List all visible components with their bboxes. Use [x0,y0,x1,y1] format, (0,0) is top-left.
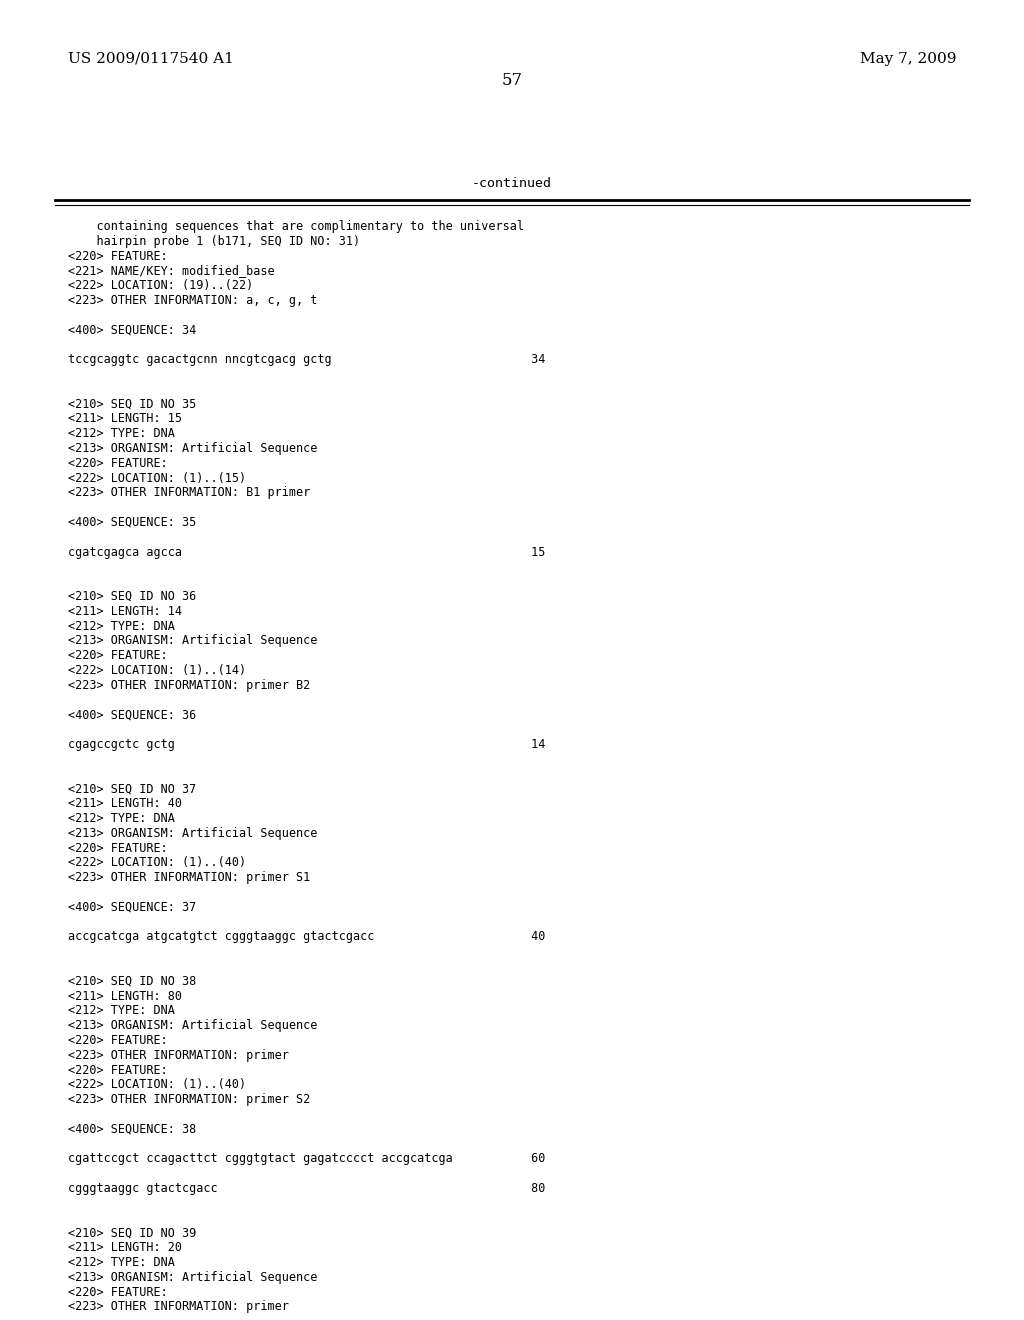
Text: <213> ORGANISM: Artificial Sequence: <213> ORGANISM: Artificial Sequence [68,1271,317,1284]
Text: May 7, 2009: May 7, 2009 [859,51,956,66]
Text: <222> LOCATION: (1)..(14): <222> LOCATION: (1)..(14) [68,664,246,677]
Text: <220> FEATURE:: <220> FEATURE: [68,1286,168,1299]
Text: <220> FEATURE:: <220> FEATURE: [68,249,168,263]
Text: <213> ORGANISM: Artificial Sequence: <213> ORGANISM: Artificial Sequence [68,826,317,840]
Text: <213> ORGANISM: Artificial Sequence: <213> ORGANISM: Artificial Sequence [68,635,317,647]
Text: <212> TYPE: DNA: <212> TYPE: DNA [68,619,175,632]
Text: <220> FEATURE:: <220> FEATURE: [68,649,168,663]
Text: hairpin probe 1 (b171, SEQ ID NO: 31): hairpin probe 1 (b171, SEQ ID NO: 31) [68,235,360,248]
Text: <223> OTHER INFORMATION: primer: <223> OTHER INFORMATION: primer [68,1300,289,1313]
Text: <211> LENGTH: 15: <211> LENGTH: 15 [68,412,182,425]
Text: <211> LENGTH: 80: <211> LENGTH: 80 [68,990,182,1003]
Text: <400> SEQUENCE: 35: <400> SEQUENCE: 35 [68,516,197,529]
Text: <210> SEQ ID NO 37: <210> SEQ ID NO 37 [68,783,197,796]
Text: <400> SEQUENCE: 37: <400> SEQUENCE: 37 [68,900,197,913]
Text: <221> NAME/KEY: modified_base: <221> NAME/KEY: modified_base [68,264,274,277]
Text: <223> OTHER INFORMATION: a, c, g, t: <223> OTHER INFORMATION: a, c, g, t [68,294,317,308]
Text: 57: 57 [502,73,522,88]
Text: <223> OTHER INFORMATION: primer: <223> OTHER INFORMATION: primer [68,1049,289,1061]
Text: <212> TYPE: DNA: <212> TYPE: DNA [68,428,175,440]
Text: <222> LOCATION: (1)..(40): <222> LOCATION: (1)..(40) [68,1078,246,1092]
Text: accgcatcga atgcatgtct cgggtaaggc gtactcgacc                      40: accgcatcga atgcatgtct cgggtaaggc gtactcg… [68,931,546,944]
Text: <213> ORGANISM: Artificial Sequence: <213> ORGANISM: Artificial Sequence [68,442,317,455]
Text: <400> SEQUENCE: 36: <400> SEQUENCE: 36 [68,709,197,722]
Text: <211> LENGTH: 20: <211> LENGTH: 20 [68,1241,182,1254]
Text: <220> FEATURE:: <220> FEATURE: [68,1034,168,1047]
Text: <400> SEQUENCE: 34: <400> SEQUENCE: 34 [68,323,197,337]
Text: <220> FEATURE:: <220> FEATURE: [68,842,168,854]
Text: <212> TYPE: DNA: <212> TYPE: DNA [68,812,175,825]
Text: -continued: -continued [472,177,552,190]
Text: <400> SEQUENCE: 38: <400> SEQUENCE: 38 [68,1123,197,1135]
Text: <211> LENGTH: 14: <211> LENGTH: 14 [68,605,182,618]
Text: <220> FEATURE:: <220> FEATURE: [68,457,168,470]
Text: <223> OTHER INFORMATION: primer S1: <223> OTHER INFORMATION: primer S1 [68,871,310,884]
Text: <222> LOCATION: (19)..(22): <222> LOCATION: (19)..(22) [68,280,253,292]
Text: <211> LENGTH: 40: <211> LENGTH: 40 [68,797,182,810]
Text: <212> TYPE: DNA: <212> TYPE: DNA [68,1257,175,1269]
Text: <222> LOCATION: (1)..(40): <222> LOCATION: (1)..(40) [68,857,246,870]
Text: <210> SEQ ID NO 39: <210> SEQ ID NO 39 [68,1226,197,1239]
Text: US 2009/0117540 A1: US 2009/0117540 A1 [68,51,233,66]
Text: <222> LOCATION: (1)..(15): <222> LOCATION: (1)..(15) [68,471,246,484]
Text: <210> SEQ ID NO 36: <210> SEQ ID NO 36 [68,590,197,603]
Text: <212> TYPE: DNA: <212> TYPE: DNA [68,1005,175,1018]
Text: cgatcgagca agcca                                                 15: cgatcgagca agcca 15 [68,545,546,558]
Text: <223> OTHER INFORMATION: B1 primer: <223> OTHER INFORMATION: B1 primer [68,486,310,499]
Text: cgagccgctc gctg                                                  14: cgagccgctc gctg 14 [68,738,546,751]
Text: containing sequences that are complimentary to the universal: containing sequences that are compliment… [68,220,524,234]
Text: <213> ORGANISM: Artificial Sequence: <213> ORGANISM: Artificial Sequence [68,1019,317,1032]
Text: <223> OTHER INFORMATION: primer B2: <223> OTHER INFORMATION: primer B2 [68,678,310,692]
Text: <223> OTHER INFORMATION: primer S2: <223> OTHER INFORMATION: primer S2 [68,1093,310,1106]
Text: <210> SEQ ID NO 35: <210> SEQ ID NO 35 [68,397,197,411]
Text: <210> SEQ ID NO 38: <210> SEQ ID NO 38 [68,974,197,987]
Text: tccgcaggtc gacactgcnn nncgtcgacg gctg                            34: tccgcaggtc gacactgcnn nncgtcgacg gctg 34 [68,354,546,366]
Text: cgattccgct ccagacttct cgggtgtact gagatcccct accgcatcga           60: cgattccgct ccagacttct cgggtgtact gagatcc… [68,1152,546,1166]
Text: <220> FEATURE:: <220> FEATURE: [68,1064,168,1077]
Text: cgggtaaggc gtactcgacc                                            80: cgggtaaggc gtactcgacc 80 [68,1181,546,1195]
